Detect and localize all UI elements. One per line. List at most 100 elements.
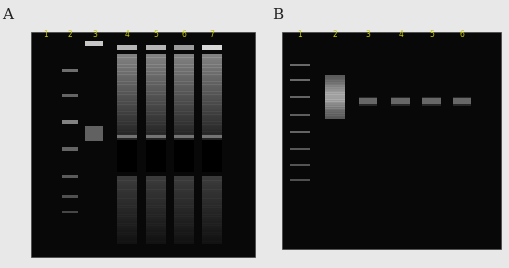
Bar bbox=[325, 108, 345, 110]
Bar bbox=[202, 63, 222, 65]
Bar bbox=[174, 120, 194, 122]
Bar bbox=[117, 133, 137, 135]
Bar bbox=[174, 90, 194, 92]
Bar bbox=[146, 223, 166, 226]
Bar bbox=[117, 54, 137, 56]
Bar bbox=[174, 139, 194, 140]
Bar bbox=[325, 92, 345, 95]
Bar bbox=[202, 62, 222, 63]
Bar bbox=[174, 103, 194, 105]
Bar bbox=[174, 81, 194, 83]
Bar bbox=[146, 200, 166, 203]
Bar bbox=[174, 63, 194, 65]
Bar bbox=[117, 101, 137, 103]
Bar bbox=[117, 131, 137, 133]
Bar bbox=[146, 205, 166, 208]
Bar bbox=[117, 180, 137, 183]
Bar bbox=[174, 131, 194, 133]
Bar bbox=[146, 210, 166, 212]
Bar bbox=[325, 87, 345, 90]
Bar bbox=[146, 86, 166, 87]
Bar bbox=[174, 118, 194, 120]
Bar bbox=[117, 126, 137, 127]
Bar bbox=[117, 93, 137, 95]
Bar bbox=[146, 124, 166, 126]
Bar bbox=[62, 120, 77, 124]
Bar bbox=[202, 117, 222, 119]
Bar bbox=[146, 109, 166, 110]
Bar bbox=[202, 113, 222, 114]
Bar bbox=[202, 225, 222, 228]
Bar bbox=[146, 106, 166, 107]
Bar bbox=[146, 60, 166, 62]
Bar bbox=[117, 103, 137, 105]
Bar bbox=[174, 76, 194, 77]
Bar bbox=[202, 223, 222, 226]
Bar bbox=[117, 123, 137, 125]
Bar bbox=[325, 85, 345, 88]
Bar bbox=[146, 93, 166, 95]
Bar bbox=[174, 66, 194, 68]
Bar bbox=[202, 228, 222, 230]
Bar bbox=[202, 91, 222, 93]
Bar bbox=[117, 106, 137, 107]
Bar bbox=[117, 91, 137, 93]
Bar bbox=[174, 228, 194, 230]
Bar bbox=[202, 54, 222, 56]
Bar bbox=[146, 54, 166, 56]
Text: 1: 1 bbox=[298, 30, 302, 39]
Bar bbox=[174, 54, 194, 56]
Bar bbox=[174, 194, 194, 196]
Bar bbox=[146, 176, 166, 178]
Bar bbox=[202, 121, 222, 123]
Bar bbox=[174, 59, 194, 60]
Bar bbox=[325, 79, 345, 81]
Bar bbox=[117, 207, 137, 210]
Bar bbox=[117, 124, 137, 126]
Bar bbox=[453, 97, 471, 106]
Bar bbox=[202, 232, 222, 235]
Bar bbox=[202, 94, 222, 96]
Bar bbox=[117, 67, 137, 69]
Bar bbox=[202, 210, 222, 212]
Bar bbox=[174, 180, 194, 183]
Text: B: B bbox=[272, 8, 284, 22]
Bar bbox=[117, 62, 137, 63]
Bar bbox=[146, 139, 166, 140]
Bar bbox=[146, 183, 166, 185]
Bar bbox=[146, 113, 166, 114]
Bar bbox=[174, 140, 194, 172]
Bar bbox=[202, 183, 222, 185]
Bar bbox=[117, 96, 137, 98]
Bar bbox=[117, 63, 137, 65]
Bar bbox=[146, 137, 166, 139]
Bar bbox=[174, 87, 194, 89]
Bar bbox=[202, 219, 222, 221]
Bar bbox=[146, 225, 166, 228]
Bar bbox=[325, 103, 345, 105]
Bar bbox=[174, 91, 194, 93]
Bar bbox=[174, 221, 194, 224]
Bar bbox=[117, 84, 137, 86]
Bar bbox=[325, 75, 345, 77]
Bar bbox=[202, 136, 222, 137]
Bar bbox=[202, 96, 222, 98]
Bar bbox=[202, 81, 222, 83]
Bar bbox=[146, 221, 166, 224]
Bar bbox=[174, 133, 194, 135]
Bar bbox=[146, 185, 166, 188]
Bar bbox=[290, 96, 310, 98]
Bar bbox=[174, 69, 194, 70]
Bar bbox=[202, 116, 222, 117]
Bar bbox=[202, 137, 222, 139]
Bar bbox=[174, 196, 194, 199]
Bar bbox=[146, 126, 166, 127]
Bar bbox=[202, 131, 222, 133]
Bar bbox=[146, 232, 166, 235]
Bar bbox=[146, 104, 166, 106]
Bar bbox=[117, 136, 137, 137]
Bar bbox=[146, 70, 166, 72]
Bar bbox=[202, 99, 222, 100]
Bar bbox=[202, 86, 222, 87]
Bar bbox=[202, 237, 222, 239]
